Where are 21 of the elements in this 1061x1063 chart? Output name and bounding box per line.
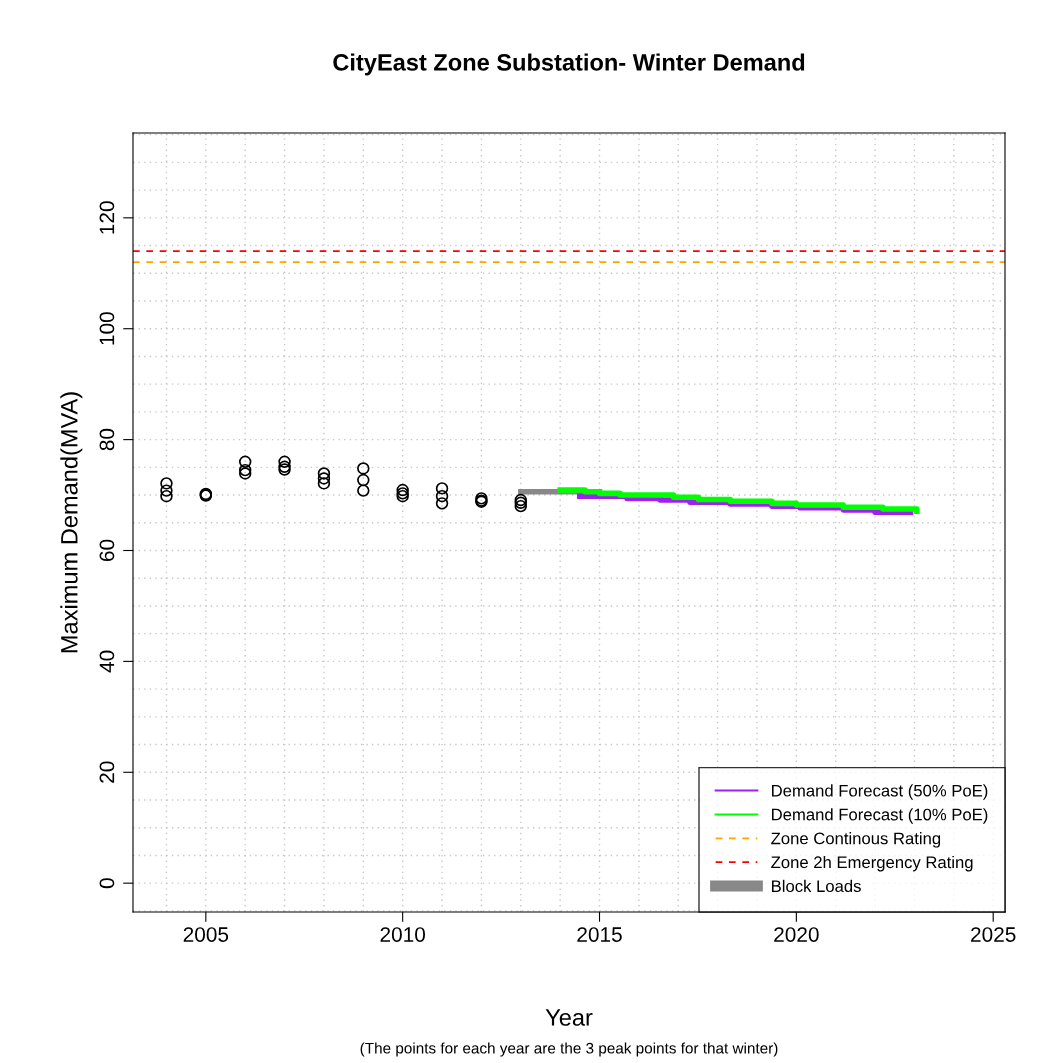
legend-label: Zone 2h Emergency Rating bbox=[771, 855, 973, 872]
legend-label: Block Loads bbox=[772, 879, 861, 893]
legend-label: Zone Continous Rating bbox=[771, 832, 941, 848]
x-tick-label: 2005 bbox=[183, 927, 229, 942]
y-tick-label: 100 bbox=[99, 312, 115, 345]
legend-label: Demand Forecast (10% PoE) bbox=[772, 808, 988, 824]
y-tick-label: 20 bbox=[99, 761, 115, 783]
x-axis-title: Year bbox=[545, 1009, 593, 1026]
y-tick-label: 120 bbox=[99, 201, 115, 234]
y-tick-label: 0 bbox=[99, 878, 115, 889]
x-tick-label: 2020 bbox=[774, 927, 819, 942]
x-tick-label: 2010 bbox=[380, 927, 426, 942]
text: (The points for each year are the 3 peak points for that winter) bbox=[360, 1042, 778, 1057]
x-tick-label: 2015 bbox=[577, 927, 622, 942]
y-tick-label: 40 bbox=[99, 650, 115, 673]
y-tick-label: 60 bbox=[99, 539, 115, 562]
chart-title: CityEast Zone Substation- Winter Demand bbox=[333, 53, 805, 76]
legend-label: Demand Forecast (50% PoE) bbox=[772, 784, 988, 800]
y-tick-label: 80 bbox=[99, 428, 115, 451]
y-axis-title: Maximum Demand(MVA) bbox=[60, 392, 83, 653]
x-tick-label: 2025 bbox=[971, 927, 1016, 942]
